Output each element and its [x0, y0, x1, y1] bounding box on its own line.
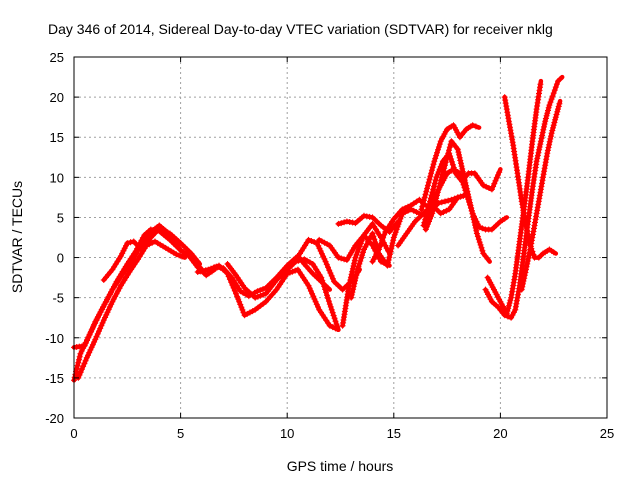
- series-markers: [418, 122, 479, 213]
- series-arc-22: [501, 94, 559, 261]
- series-markers: [348, 206, 420, 301]
- series-markers: [429, 192, 467, 213]
- y-axis-label: SDTVAR / TECUs: [9, 181, 25, 293]
- y-tick-label: 25: [50, 50, 64, 65]
- y-tick-label: 0: [57, 251, 64, 266]
- series-arc-13: [369, 196, 429, 265]
- series-markers: [100, 225, 201, 283]
- series-markers: [424, 166, 508, 233]
- series-group: [71, 74, 565, 384]
- x-tick-label: 25: [600, 426, 614, 441]
- series-arc-15: [418, 122, 482, 213]
- y-tick-label: -10: [45, 331, 64, 346]
- series-arc-4: [100, 225, 203, 283]
- series-markers: [518, 100, 563, 293]
- series-markers: [369, 196, 427, 265]
- series-arc-19: [429, 192, 469, 213]
- x-tick-label: 5: [177, 426, 184, 441]
- y-tick-label: -5: [52, 291, 64, 306]
- series-arc-12: [348, 206, 422, 301]
- y-axis-ticks: -20 -15 -10 -5 0 5 10 15 20 25: [45, 50, 607, 426]
- y-tick-label: -15: [45, 371, 64, 386]
- x-tick-label: 0: [70, 426, 77, 441]
- y-tick-label: 20: [50, 90, 64, 105]
- x-tick-label: 10: [280, 426, 294, 441]
- chart-title: Day 346 of 2014, Sidereal Day-to-day VTE…: [48, 21, 553, 37]
- series-arc-21: [484, 78, 544, 317]
- y-tick-label: -20: [45, 411, 64, 426]
- x-axis-ticks: 0 5 10 15 20 25: [70, 57, 614, 441]
- y-tick-label: 5: [57, 210, 64, 225]
- plot-frame: [73, 56, 608, 419]
- series-arc-23: [518, 98, 563, 293]
- x-tick-label: 15: [387, 426, 401, 441]
- series-arc-20: [482, 74, 565, 321]
- series-line: [348, 207, 422, 300]
- y-tick-label: 15: [50, 130, 64, 145]
- y-tick-label: 10: [50, 170, 64, 185]
- x-tick-label: 20: [493, 426, 507, 441]
- x-axis-label: GPS time / hours: [287, 458, 394, 474]
